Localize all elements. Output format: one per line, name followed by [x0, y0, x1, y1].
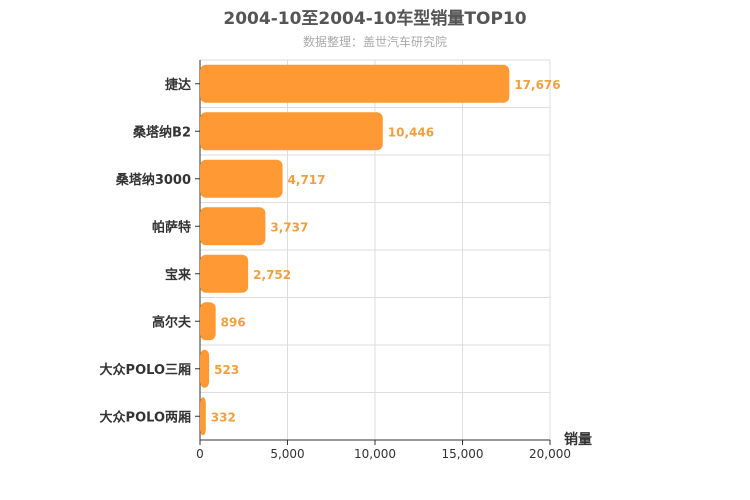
category-label: 高尔夫 — [152, 314, 192, 330]
category-label: 捷达 — [165, 77, 191, 93]
chart-subtitle: 数据整理：盖世汽车研究院 — [302, 35, 447, 49]
value-label: 2,752 — [253, 268, 291, 282]
bar — [200, 397, 206, 436]
value-label: 17,676 — [514, 78, 560, 92]
x-tick-label: 20,000 — [529, 447, 571, 461]
category-label: 桑塔纳B2 — [132, 124, 191, 140]
value-label: 896 — [221, 315, 246, 329]
bar — [200, 302, 216, 341]
category-label: 宝来 — [165, 267, 192, 283]
bar — [200, 64, 510, 103]
x-tick-label: 5,000 — [270, 447, 304, 461]
value-label: 3,737 — [270, 220, 308, 234]
x-tick-label: 15,000 — [442, 447, 484, 461]
x-axis-title: 销量 — [564, 431, 592, 448]
value-label: 10,446 — [388, 125, 434, 139]
category-label: 大众POLO三厢 — [100, 362, 191, 378]
bar — [200, 112, 383, 151]
x-tick-label: 0 — [196, 447, 204, 461]
x-tick-label: 10,000 — [354, 447, 396, 461]
category-label: 帕萨特 — [152, 219, 191, 235]
category-label: 大众POLO两厢 — [100, 409, 191, 425]
bar — [200, 159, 283, 198]
chart-title: 2004-10至2004-10车型销量TOP10 — [223, 9, 527, 29]
value-label: 332 — [211, 410, 236, 424]
bar — [200, 207, 266, 246]
category-label: 桑塔纳3000 — [115, 172, 191, 188]
bar — [200, 254, 249, 293]
value-label: 523 — [214, 363, 239, 377]
value-label: 4,717 — [288, 173, 326, 187]
bar — [200, 349, 210, 388]
